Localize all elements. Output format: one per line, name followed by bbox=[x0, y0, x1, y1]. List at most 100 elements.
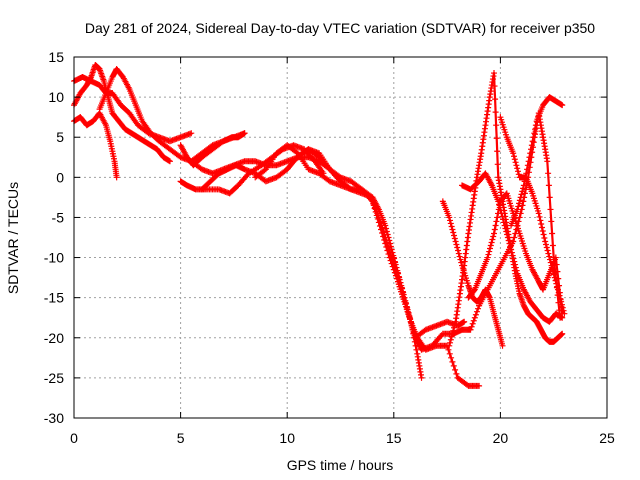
data-point bbox=[539, 227, 546, 234]
y-tick-label: 10 bbox=[48, 89, 64, 105]
data-point bbox=[542, 238, 549, 245]
series-arc-5 bbox=[177, 130, 248, 169]
data-point bbox=[371, 205, 378, 212]
data-point bbox=[408, 319, 415, 326]
data-point bbox=[469, 320, 476, 327]
data-point bbox=[536, 213, 543, 220]
grid bbox=[74, 57, 607, 418]
data-point bbox=[488, 239, 495, 246]
data-point bbox=[464, 381, 471, 388]
data-point bbox=[413, 346, 420, 353]
data-point bbox=[499, 213, 506, 220]
data-point bbox=[546, 194, 553, 201]
data-point bbox=[375, 219, 382, 226]
data-point bbox=[491, 230, 498, 237]
data-point bbox=[450, 362, 457, 369]
data-point bbox=[546, 256, 553, 263]
data-point bbox=[544, 158, 551, 165]
data-point bbox=[492, 109, 499, 116]
data-point bbox=[511, 234, 518, 241]
x-tick-label: 15 bbox=[386, 430, 402, 446]
data-point bbox=[410, 329, 417, 336]
data-point bbox=[545, 250, 552, 257]
data-point bbox=[502, 225, 509, 232]
data-point bbox=[540, 231, 547, 238]
y-tick-label: -10 bbox=[44, 250, 64, 266]
data-point bbox=[489, 236, 496, 243]
data-point bbox=[393, 264, 400, 271]
data-point bbox=[491, 226, 498, 233]
data-point bbox=[527, 159, 534, 166]
data-point bbox=[543, 244, 550, 251]
data-point bbox=[510, 153, 517, 160]
data-point bbox=[446, 214, 453, 221]
data-point bbox=[521, 190, 528, 197]
series-arc-19 bbox=[476, 110, 564, 321]
data-point bbox=[522, 186, 529, 193]
data-point bbox=[512, 159, 519, 166]
data-point bbox=[383, 228, 390, 235]
data-point bbox=[401, 294, 408, 301]
data-point bbox=[373, 212, 380, 219]
data-point bbox=[461, 318, 468, 325]
data-point bbox=[554, 292, 561, 299]
data-point bbox=[513, 226, 520, 233]
data-point bbox=[392, 259, 399, 266]
data-point bbox=[511, 258, 518, 265]
data-point bbox=[512, 230, 519, 237]
data-point bbox=[550, 254, 557, 261]
data-point bbox=[449, 226, 456, 233]
axis-ticks: 0 5 10 15 20 25 -30 -25 -20 -15 -10 -5 0 5 10 15 bbox=[44, 49, 615, 446]
data-point bbox=[542, 241, 549, 248]
data-point bbox=[546, 253, 553, 260]
data-point bbox=[405, 309, 412, 316]
data-point bbox=[397, 279, 404, 286]
y-tick-label: 5 bbox=[56, 129, 64, 145]
data-point bbox=[241, 130, 248, 137]
data-point bbox=[378, 226, 385, 233]
data-point bbox=[485, 251, 492, 258]
x-tick-label: 0 bbox=[70, 430, 78, 446]
data-point bbox=[538, 220, 545, 227]
data-point bbox=[490, 233, 497, 240]
data-point bbox=[529, 149, 536, 156]
data-point bbox=[515, 203, 522, 210]
data-point bbox=[293, 149, 300, 156]
data-point bbox=[418, 374, 425, 381]
x-tick-label: 5 bbox=[177, 430, 185, 446]
data-point bbox=[517, 210, 524, 217]
data-point bbox=[541, 235, 548, 242]
data-point bbox=[448, 333, 455, 340]
data-point bbox=[454, 244, 461, 251]
data-point bbox=[509, 252, 516, 259]
data-point bbox=[535, 210, 542, 217]
data-point bbox=[500, 219, 507, 226]
data-point bbox=[374, 215, 381, 222]
data-point bbox=[487, 242, 494, 249]
x-axis-label: GPS time / hours bbox=[287, 457, 394, 473]
y-tick-label: 15 bbox=[48, 49, 64, 65]
data-point bbox=[447, 217, 454, 224]
data-point bbox=[491, 70, 498, 77]
data-point bbox=[530, 139, 537, 146]
data-point bbox=[388, 260, 395, 267]
data-point bbox=[510, 238, 517, 245]
data-point bbox=[508, 249, 515, 256]
data-point bbox=[547, 259, 554, 266]
data-point bbox=[500, 216, 507, 223]
data-point bbox=[512, 264, 519, 271]
data-point bbox=[558, 301, 565, 308]
y-tick-label: -30 bbox=[44, 410, 64, 426]
data-point bbox=[544, 247, 551, 254]
data-point bbox=[526, 164, 533, 171]
data-point bbox=[381, 237, 388, 244]
data-point bbox=[484, 254, 491, 261]
data-point bbox=[453, 241, 460, 248]
data-point bbox=[557, 314, 564, 321]
series-arc-15 bbox=[459, 170, 566, 325]
data-point bbox=[387, 257, 394, 264]
data-point bbox=[521, 194, 528, 201]
data-point bbox=[390, 254, 397, 261]
data-point bbox=[516, 200, 523, 207]
data-point bbox=[166, 158, 173, 165]
